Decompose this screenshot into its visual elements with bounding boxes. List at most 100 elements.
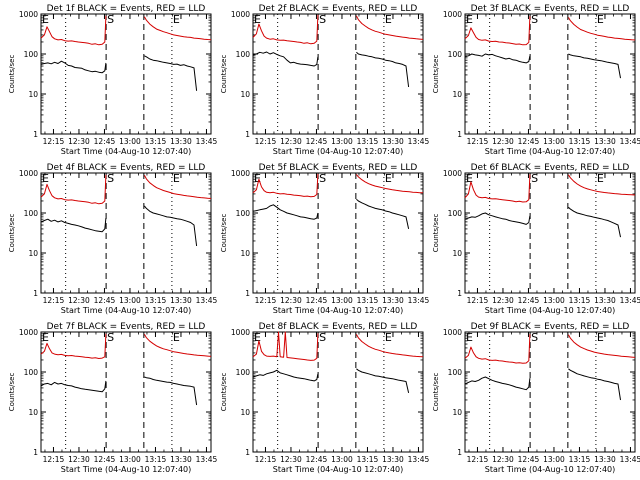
plot-frame bbox=[40, 331, 212, 453]
x-tick-label: 13:00 bbox=[543, 296, 565, 305]
y-tick-label: 10 bbox=[240, 90, 250, 99]
marker-label: E bbox=[385, 13, 392, 26]
series-line-events bbox=[356, 51, 410, 88]
x-tick-label: 13:30 bbox=[594, 296, 616, 305]
series-line-lld bbox=[355, 15, 424, 40]
x-axis-label: Start Time (04-Aug-10 12:07:40) bbox=[273, 147, 404, 156]
x-tick-label: 12:45 bbox=[94, 137, 116, 146]
y-tick-label: 100 bbox=[24, 50, 39, 59]
y-tick-label: 1000 bbox=[231, 10, 250, 19]
series-line-events bbox=[464, 376, 531, 391]
series-line-lld bbox=[252, 331, 319, 361]
x-axis-label: Start Time (04-Aug-10 12:07:40) bbox=[273, 465, 404, 474]
series-line-events bbox=[144, 205, 198, 247]
x-tick-label: 12:15 bbox=[255, 296, 277, 305]
x-tick-label: 12:15 bbox=[467, 137, 489, 146]
x-tick-label: 12:30 bbox=[68, 455, 90, 464]
series-line-lld bbox=[356, 174, 424, 194]
plot-frame bbox=[40, 172, 212, 294]
x-tick-label: 12:45 bbox=[94, 455, 116, 464]
x-tick-label: 13:45 bbox=[620, 296, 640, 305]
x-axis-label: Start Time (04-Aug-10 12:07:40) bbox=[61, 465, 192, 474]
x-tick-label: 12:45 bbox=[306, 455, 328, 464]
series-line-events bbox=[568, 206, 621, 238]
panel-title: Det 9f BLACK = Events, RED = LLD bbox=[471, 322, 630, 332]
x-tick-label: 12:30 bbox=[492, 455, 514, 464]
marker-label: E bbox=[42, 13, 49, 26]
x-tick-label: 12:45 bbox=[306, 296, 328, 305]
x-tick-label: 13:30 bbox=[170, 455, 192, 464]
y-tick-label: 1000 bbox=[443, 169, 462, 178]
panel-title: Det 6f BLACK = Events, RED = LLD bbox=[471, 163, 630, 173]
plot-frame bbox=[40, 13, 212, 135]
y-tick-label: 1000 bbox=[19, 328, 38, 337]
x-tick-label: 13:45 bbox=[196, 455, 218, 464]
series-line-lld bbox=[143, 174, 212, 199]
series-line-events bbox=[464, 212, 531, 225]
panel-1: Det 1f BLACK = Events, RED = LLD Counts/s… bbox=[8, 4, 217, 156]
y-tick-label: 1000 bbox=[231, 169, 250, 178]
series-line-lld bbox=[355, 334, 424, 358]
x-tick-label: 13:30 bbox=[382, 455, 404, 464]
plot-frame bbox=[252, 13, 424, 135]
x-tick-label: 12:30 bbox=[280, 137, 302, 146]
y-tick-label: 100 bbox=[448, 50, 463, 59]
y-tick-label: 1000 bbox=[19, 169, 38, 178]
panel-title: Det 3f BLACK = Events, RED = LLD bbox=[471, 4, 630, 14]
x-tick-label: 12:30 bbox=[280, 296, 302, 305]
x-tick-label: 13:45 bbox=[196, 296, 218, 305]
y-tick-label: 100 bbox=[448, 209, 463, 218]
y-axis-label: Counts/sec bbox=[8, 55, 16, 94]
series-line-lld bbox=[40, 174, 107, 205]
series-line-events bbox=[356, 198, 410, 230]
x-tick-label: 12:15 bbox=[255, 455, 277, 464]
y-tick-label: 10 bbox=[28, 249, 38, 258]
series-line-events bbox=[144, 55, 198, 91]
x-tick-label: 13:15 bbox=[569, 137, 591, 146]
x-tick-label: 13:15 bbox=[569, 455, 591, 464]
marker-label: E bbox=[466, 172, 473, 185]
marker-label: E bbox=[173, 331, 180, 344]
x-tick-label: 13:30 bbox=[382, 296, 404, 305]
panel-8: Det 8f BLACK = Events, RED = LLD Counts/s… bbox=[220, 322, 429, 474]
x-tick-label: 12:15 bbox=[467, 296, 489, 305]
x-tick-label: 12:30 bbox=[68, 137, 90, 146]
marker-label: E bbox=[466, 331, 473, 344]
panel-title: Det 5f BLACK = Events, RED = LLD bbox=[259, 163, 418, 173]
x-tick-label: 12:15 bbox=[43, 137, 65, 146]
marker-label: E bbox=[385, 172, 392, 185]
y-tick-label: 1 bbox=[33, 448, 38, 457]
panel-5: Det 5f BLACK = Events, RED = LLD Counts/s… bbox=[220, 163, 429, 315]
marker-label: S bbox=[531, 172, 538, 185]
panel-4: Det 4f BLACK = Events, RED = LLD Counts/s… bbox=[8, 163, 217, 315]
panel-title: Det 1f BLACK = Events, RED = LLD bbox=[47, 4, 206, 14]
x-tick-label: 12:45 bbox=[518, 296, 540, 305]
x-tick-label: 12:15 bbox=[43, 455, 65, 464]
x-tick-label: 13:00 bbox=[543, 455, 565, 464]
plot-frame bbox=[464, 331, 636, 453]
y-tick-label: 1000 bbox=[19, 10, 38, 19]
plot-frame bbox=[464, 13, 636, 135]
series-line-lld bbox=[567, 17, 636, 41]
y-tick-label: 1 bbox=[457, 289, 462, 298]
series-line-lld bbox=[40, 15, 107, 46]
marker-label: E bbox=[385, 331, 392, 344]
marker-label: E bbox=[254, 13, 261, 26]
series-line-lld bbox=[464, 334, 531, 364]
x-tick-label: 12:30 bbox=[492, 137, 514, 146]
x-tick-label: 13:45 bbox=[408, 137, 430, 146]
x-axis-label: Start Time (04-Aug-10 12:07:40) bbox=[485, 306, 616, 315]
x-tick-label: 12:45 bbox=[518, 137, 540, 146]
x-tick-label: 13:45 bbox=[620, 455, 640, 464]
panel-title: Det 2f BLACK = Events, RED = LLD bbox=[259, 4, 418, 14]
marker-label: S bbox=[319, 13, 326, 26]
series-line-events bbox=[252, 204, 319, 220]
marker-label: E bbox=[173, 13, 180, 26]
plot-frame bbox=[464, 172, 636, 294]
x-tick-label: 13:00 bbox=[119, 455, 141, 464]
series-line-lld bbox=[252, 14, 319, 45]
y-tick-label: 10 bbox=[28, 408, 38, 417]
y-tick-label: 10 bbox=[28, 90, 38, 99]
x-axis-label: Start Time (04-Aug-10 12:07:40) bbox=[61, 147, 192, 156]
